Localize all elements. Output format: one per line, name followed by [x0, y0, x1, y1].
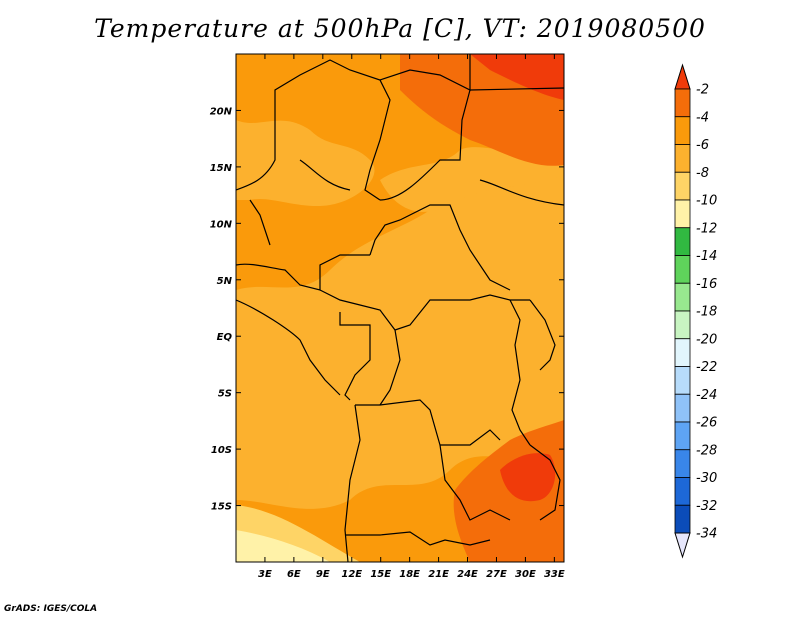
colorbar-label: -18: [696, 305, 717, 320]
lat-tick-label: 15S: [211, 502, 232, 513]
lon-tick-label: 27E: [486, 569, 507, 580]
lon-tick-label: 15E: [370, 569, 391, 580]
colorbar-swatch: [674, 171, 691, 201]
colorbar-swatch: [674, 504, 691, 534]
lon-tick-label: 24E: [457, 569, 478, 580]
colorbar-swatch: [674, 116, 691, 145]
lon-tick-label: 6E: [287, 569, 301, 580]
colorbar-swatch: [674, 227, 691, 256]
longitude-axis: 3E 6E 9E 12E 15E 18E 21E 24E 27E 30E 33E: [258, 54, 565, 580]
colorbar-label: -24: [696, 388, 717, 403]
colorbar-swatch: [674, 366, 691, 395]
lat-tick-label: 5N: [217, 276, 233, 287]
colorbar: -2 -4 -6 -8 -10 -12 -14 -16 -18 -20 -22 -24 -26 -28 -3…: [674, 63, 717, 559]
lat-tick-label: 5S: [218, 389, 232, 400]
colorbar-swatch: [674, 255, 691, 284]
colorbar-swatch: [674, 144, 691, 173]
colorbar-label: -4: [696, 110, 709, 125]
lon-tick-label: 3E: [258, 569, 272, 580]
colorbar-label: -32: [696, 499, 717, 514]
country-borders: [236, 54, 564, 562]
colorbar-label: -30: [696, 471, 717, 486]
colorbar-swatch: [674, 338, 691, 367]
map-frame: [235, 53, 565, 563]
colorbar-swatch: [674, 393, 691, 423]
lon-tick-label: 33E: [544, 569, 565, 580]
field-region-minus6-northeast: [380, 147, 564, 212]
lat-tick-label: 20N: [210, 106, 233, 117]
chart-title: Temperature at 500hPa [C], VT: 201908050…: [94, 14, 706, 43]
lat-tick-label: 15N: [210, 163, 233, 174]
colorbar-label: -20: [696, 332, 717, 347]
lat-tick-label: EQ: [217, 332, 233, 343]
colorbar-label: -16: [696, 277, 717, 292]
colorbar-label: -22: [696, 360, 717, 375]
field-region-minus6-north: [236, 120, 375, 207]
colorbar-label: -2: [696, 83, 709, 98]
lon-tick-label: 21E: [428, 569, 449, 580]
colorbar-label: -26: [696, 416, 717, 431]
latitude-axis: 20N 15N 10N 5N EQ 5S 10S 15S: [210, 106, 564, 513]
colorbar-label: -8: [696, 166, 709, 181]
colorbar-label: -12: [696, 221, 717, 236]
lat-tick-label: 10S: [211, 445, 232, 456]
lon-tick-label: 30E: [515, 569, 536, 580]
colorbar-swatch: [674, 421, 691, 451]
field-region-warmest-southeast: [500, 453, 556, 502]
credit-text: GrADS: IGES/COLA: [4, 604, 98, 614]
colorbar-swatch: [674, 199, 691, 229]
colorbar-swatch: [674, 449, 691, 478]
colorbar-label: -10: [696, 194, 717, 209]
lon-tick-label: 9E: [316, 569, 330, 580]
lon-tick-label: 12E: [341, 569, 362, 580]
colorbar-label: -14: [696, 249, 717, 264]
colorbar-label: -6: [696, 138, 709, 153]
colorbar-swatch: [674, 88, 691, 118]
colorbar-swatch: [674, 310, 691, 340]
temperature-field: [236, 54, 564, 562]
field-region-minus6: [236, 170, 564, 509]
lat-tick-label: 10N: [210, 219, 233, 230]
field-region-minus10: [236, 530, 330, 562]
colorbar-bottom-arrow: [674, 532, 691, 559]
lon-tick-label: 18E: [399, 569, 420, 580]
colorbar-swatch: [674, 282, 691, 312]
colorbar-swatch: [674, 477, 691, 506]
colorbar-label: -34: [696, 527, 717, 542]
colorbar-top-arrow: [674, 63, 691, 90]
colorbar-label: -28: [696, 443, 717, 458]
